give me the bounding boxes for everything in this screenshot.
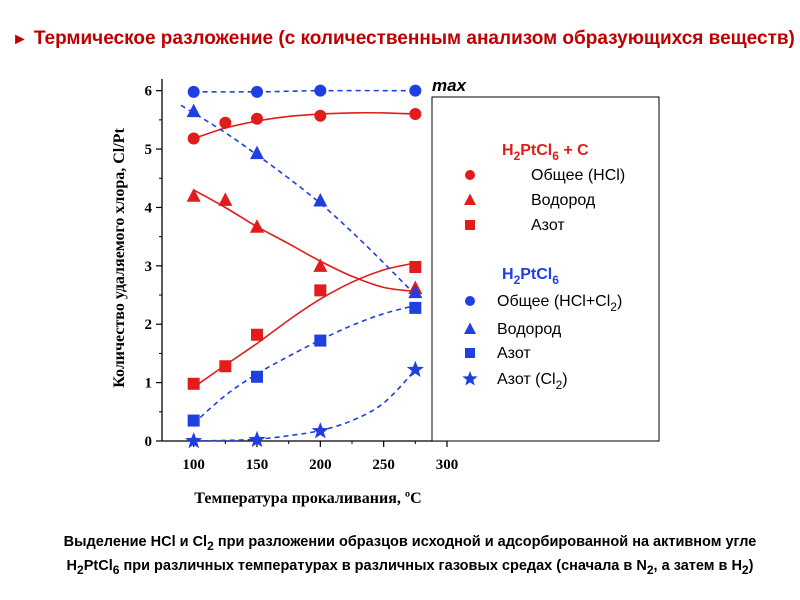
series-line-5 <box>193 304 416 425</box>
y-tick-label: 1 <box>145 376 153 392</box>
data-point-0-2 <box>251 112 263 125</box>
caption-text: H <box>66 557 77 574</box>
legend-label-red-1: Водород <box>531 192 596 209</box>
caption-line-2: H2PtCl6 при различных температурах в раз… <box>30 556 790 580</box>
data-point-6-2 <box>311 422 329 439</box>
y-tick-label: 4 <box>145 200 153 216</box>
data-point-5-0 <box>187 414 200 427</box>
series-line-1 <box>193 189 416 293</box>
caption-sub: 2 <box>207 538 214 553</box>
legend-marker-red-1 <box>464 193 476 205</box>
series-line-6 <box>193 369 416 442</box>
caption-text: при разложении образцов исходной и адсор… <box>213 534 757 550</box>
caption-text: Выделение HCl и Cl <box>63 534 208 550</box>
y-tick-label: 6 <box>145 84 153 100</box>
legend-label-red-0: Общее (HCl) <box>531 167 625 184</box>
y-tick-label: 2 <box>145 317 153 333</box>
y-tick-label: 0 <box>145 434 153 450</box>
legend-marker-red-0 <box>465 170 475 180</box>
legend-label-blue-2: Азот <box>497 345 531 362</box>
title-bullet: ► <box>12 31 28 48</box>
x-tick-label: 250 <box>372 457 395 473</box>
title-text: Термическое разложение (с количественным… <box>33 28 795 49</box>
data-point-1-0 <box>186 188 201 202</box>
data-point-3-3 <box>409 84 422 97</box>
caption-sub: 2 <box>77 562 84 577</box>
caption-text: при различных температурах в различных г… <box>119 557 647 574</box>
caption-text: PtCl <box>83 557 113 574</box>
caption-sub: 6 <box>112 562 120 577</box>
data-point-2-3 <box>314 284 327 297</box>
legend-marker-blue-1 <box>464 322 476 334</box>
data-point-0-3 <box>314 109 327 122</box>
caption-text: ) <box>748 557 754 574</box>
caption-sub: 2 <box>741 562 749 577</box>
data-point-6-1 <box>248 430 266 448</box>
legend-title-blue: H2PtCl6 <box>502 266 559 287</box>
caption-text: , а затем в H <box>653 557 742 574</box>
data-point-4-2 <box>313 192 328 207</box>
data-point-3-0 <box>187 85 200 98</box>
data-point-1-1 <box>218 192 233 206</box>
max-annotation: max <box>432 76 468 95</box>
legend-title-red: H2PtCl6 + C <box>502 142 589 163</box>
legend-marker-blue-0 <box>465 296 475 306</box>
figure-caption: Выделение HCl и Cl2 при разложении образ… <box>30 532 790 580</box>
x-axis-label: Температура прокаливания, ºC <box>194 490 421 507</box>
y-tick-label: 5 <box>145 142 153 158</box>
data-point-3-1 <box>251 85 263 98</box>
legend-label-red-2: Азот <box>531 217 565 234</box>
data-point-2-1 <box>219 360 232 373</box>
x-tick-label: 300 <box>436 457 459 473</box>
x-tick-label: 150 <box>246 457 269 473</box>
data-point-1-2 <box>250 219 264 233</box>
data-point-6-3 <box>406 360 424 377</box>
legend-marker-blue-3 <box>462 371 478 386</box>
data-point-4-3 <box>408 284 423 299</box>
caption-line-1: Выделение HCl и Cl2 при разложении образ… <box>30 532 790 556</box>
data-point-0-4 <box>409 108 422 121</box>
x-tick-label: 100 <box>182 457 205 473</box>
legend-label-blue-1: Водород <box>497 321 562 338</box>
data-point-4-1 <box>250 145 264 160</box>
legend-marker-blue-2 <box>465 348 475 358</box>
legend-label-blue-0: Общее (HCl+Cl2) <box>497 293 622 314</box>
series-line-3 <box>193 89 416 93</box>
data-point-4-0 <box>186 103 201 118</box>
caption-sub: 2 <box>646 562 654 577</box>
data-point-0-0 <box>187 132 200 145</box>
data-point-5-3 <box>409 301 422 314</box>
y-tick-label: 3 <box>145 259 153 275</box>
data-point-2-2 <box>251 328 263 341</box>
data-point-6-0 <box>185 432 203 449</box>
y-axis-label: Количество удаляемого хлора, Cl/Pt <box>111 128 128 388</box>
data-point-2-4 <box>409 261 422 274</box>
x-tick-label: 200 <box>309 457 332 473</box>
series-line-4 <box>180 104 416 296</box>
data-point-2-0 <box>187 377 200 390</box>
slide-title: ► Термическое разложение (с количественны… <box>12 28 795 50</box>
legend-label-blue-3: Азот (Cl2) <box>497 371 568 392</box>
legend-marker-red-2 <box>465 220 475 230</box>
data-point-0-1 <box>219 116 232 129</box>
data-point-5-1 <box>251 370 263 383</box>
data-point-5-2 <box>314 334 327 347</box>
data-point-1-3 <box>313 258 328 272</box>
legend-box <box>431 96 660 442</box>
data-point-3-2 <box>314 84 327 97</box>
